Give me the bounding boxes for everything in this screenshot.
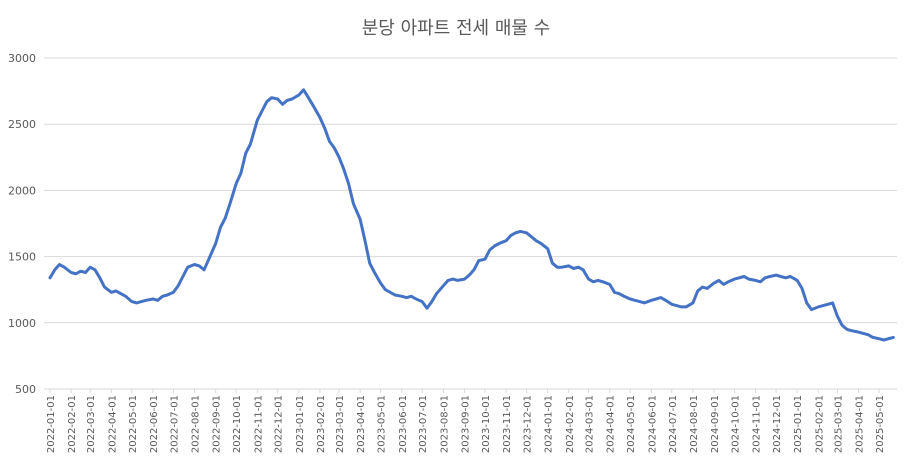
- x-tick-label: 2023-12-01: [523, 395, 534, 453]
- x-tick-label: 2022-09-01: [212, 395, 223, 453]
- y-tick-label: 2000: [8, 184, 36, 197]
- x-tick-label: 2023-05-01: [377, 395, 388, 453]
- x-tick-label: 2023-10-01: [481, 395, 492, 453]
- series-line: [48, 88, 895, 342]
- x-tick-label: 2022-04-01: [107, 395, 118, 453]
- y-tick-label: 500: [15, 383, 36, 396]
- x-tick-label: 2024-04-01: [606, 395, 617, 453]
- x-tick-label: 2025-04-01: [855, 395, 866, 453]
- x-tick-label: 2023-02-01: [316, 395, 327, 453]
- x-tick-label: 2023-03-01: [335, 395, 346, 453]
- y-tick-label: 1000: [8, 317, 36, 330]
- x-tick-label: 2023-01-01: [295, 395, 306, 453]
- x-tick-label: 2023-08-01: [439, 395, 450, 453]
- x-tick-label: 2025-03-01: [833, 395, 844, 453]
- x-tick-label: 2024-09-01: [710, 395, 721, 453]
- x-tick-label: 2024-02-01: [565, 395, 576, 453]
- x-tick-label: 2022-11-01: [253, 395, 264, 453]
- x-tick-label: 2022-10-01: [232, 395, 243, 453]
- x-tick-label: 2023-11-01: [502, 395, 513, 453]
- x-tick-label: 2022-07-01: [169, 395, 180, 453]
- x-tick-label: 2023-06-01: [398, 395, 409, 453]
- x-tick-label: 2022-12-01: [274, 395, 285, 453]
- chart-title: 분당 아파트 전세 매물 수: [361, 18, 551, 39]
- x-tick-label: 2025-05-01: [875, 395, 886, 453]
- x-tick-label: 2025-01-01: [793, 395, 804, 453]
- x-tick-label: 2022-03-01: [86, 395, 97, 453]
- x-tick-label: 2022-05-01: [128, 395, 139, 453]
- x-tick-label: 2025-02-01: [814, 395, 825, 453]
- x-tick-label: 2024-12-01: [772, 395, 783, 453]
- x-tick-label: 2024-06-01: [647, 395, 658, 453]
- x-tick-label: 2024-10-01: [730, 395, 741, 453]
- x-tick-label: 2023-09-01: [461, 395, 472, 453]
- x-tick-label: 2024-03-01: [585, 395, 596, 453]
- x-tick-label: 2024-07-01: [668, 395, 679, 453]
- x-tick-label: 2022-08-01: [191, 395, 202, 453]
- x-tick-label: 2023-04-01: [356, 395, 367, 453]
- y-tick-label: 1500: [8, 251, 36, 264]
- x-tick-label: 2022-02-01: [67, 395, 78, 453]
- x-tick-label: 2022-01-01: [46, 395, 57, 453]
- y-tick-label: 3000: [8, 52, 36, 65]
- x-tick-label: 2023-07-01: [418, 395, 429, 453]
- y-tick-label: 2500: [8, 118, 36, 131]
- x-tick-label: 2024-08-01: [689, 395, 700, 453]
- x-tick-label: 2022-06-01: [149, 395, 160, 453]
- x-tick-label: 2024-01-01: [544, 395, 555, 453]
- x-tick-label: 2024-11-01: [752, 395, 763, 453]
- x-tick-label: 2024-05-01: [626, 395, 637, 453]
